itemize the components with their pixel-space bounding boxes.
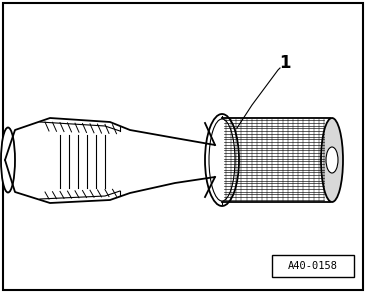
Bar [272, 255, 354, 277]
Ellipse shape [209, 119, 235, 201]
Text: 1: 1 [279, 54, 291, 72]
Ellipse shape [326, 147, 338, 173]
Text: A40-0158: A40-0158 [288, 261, 338, 271]
Ellipse shape [321, 118, 343, 202]
Ellipse shape [1, 127, 15, 193]
Ellipse shape [205, 114, 239, 206]
